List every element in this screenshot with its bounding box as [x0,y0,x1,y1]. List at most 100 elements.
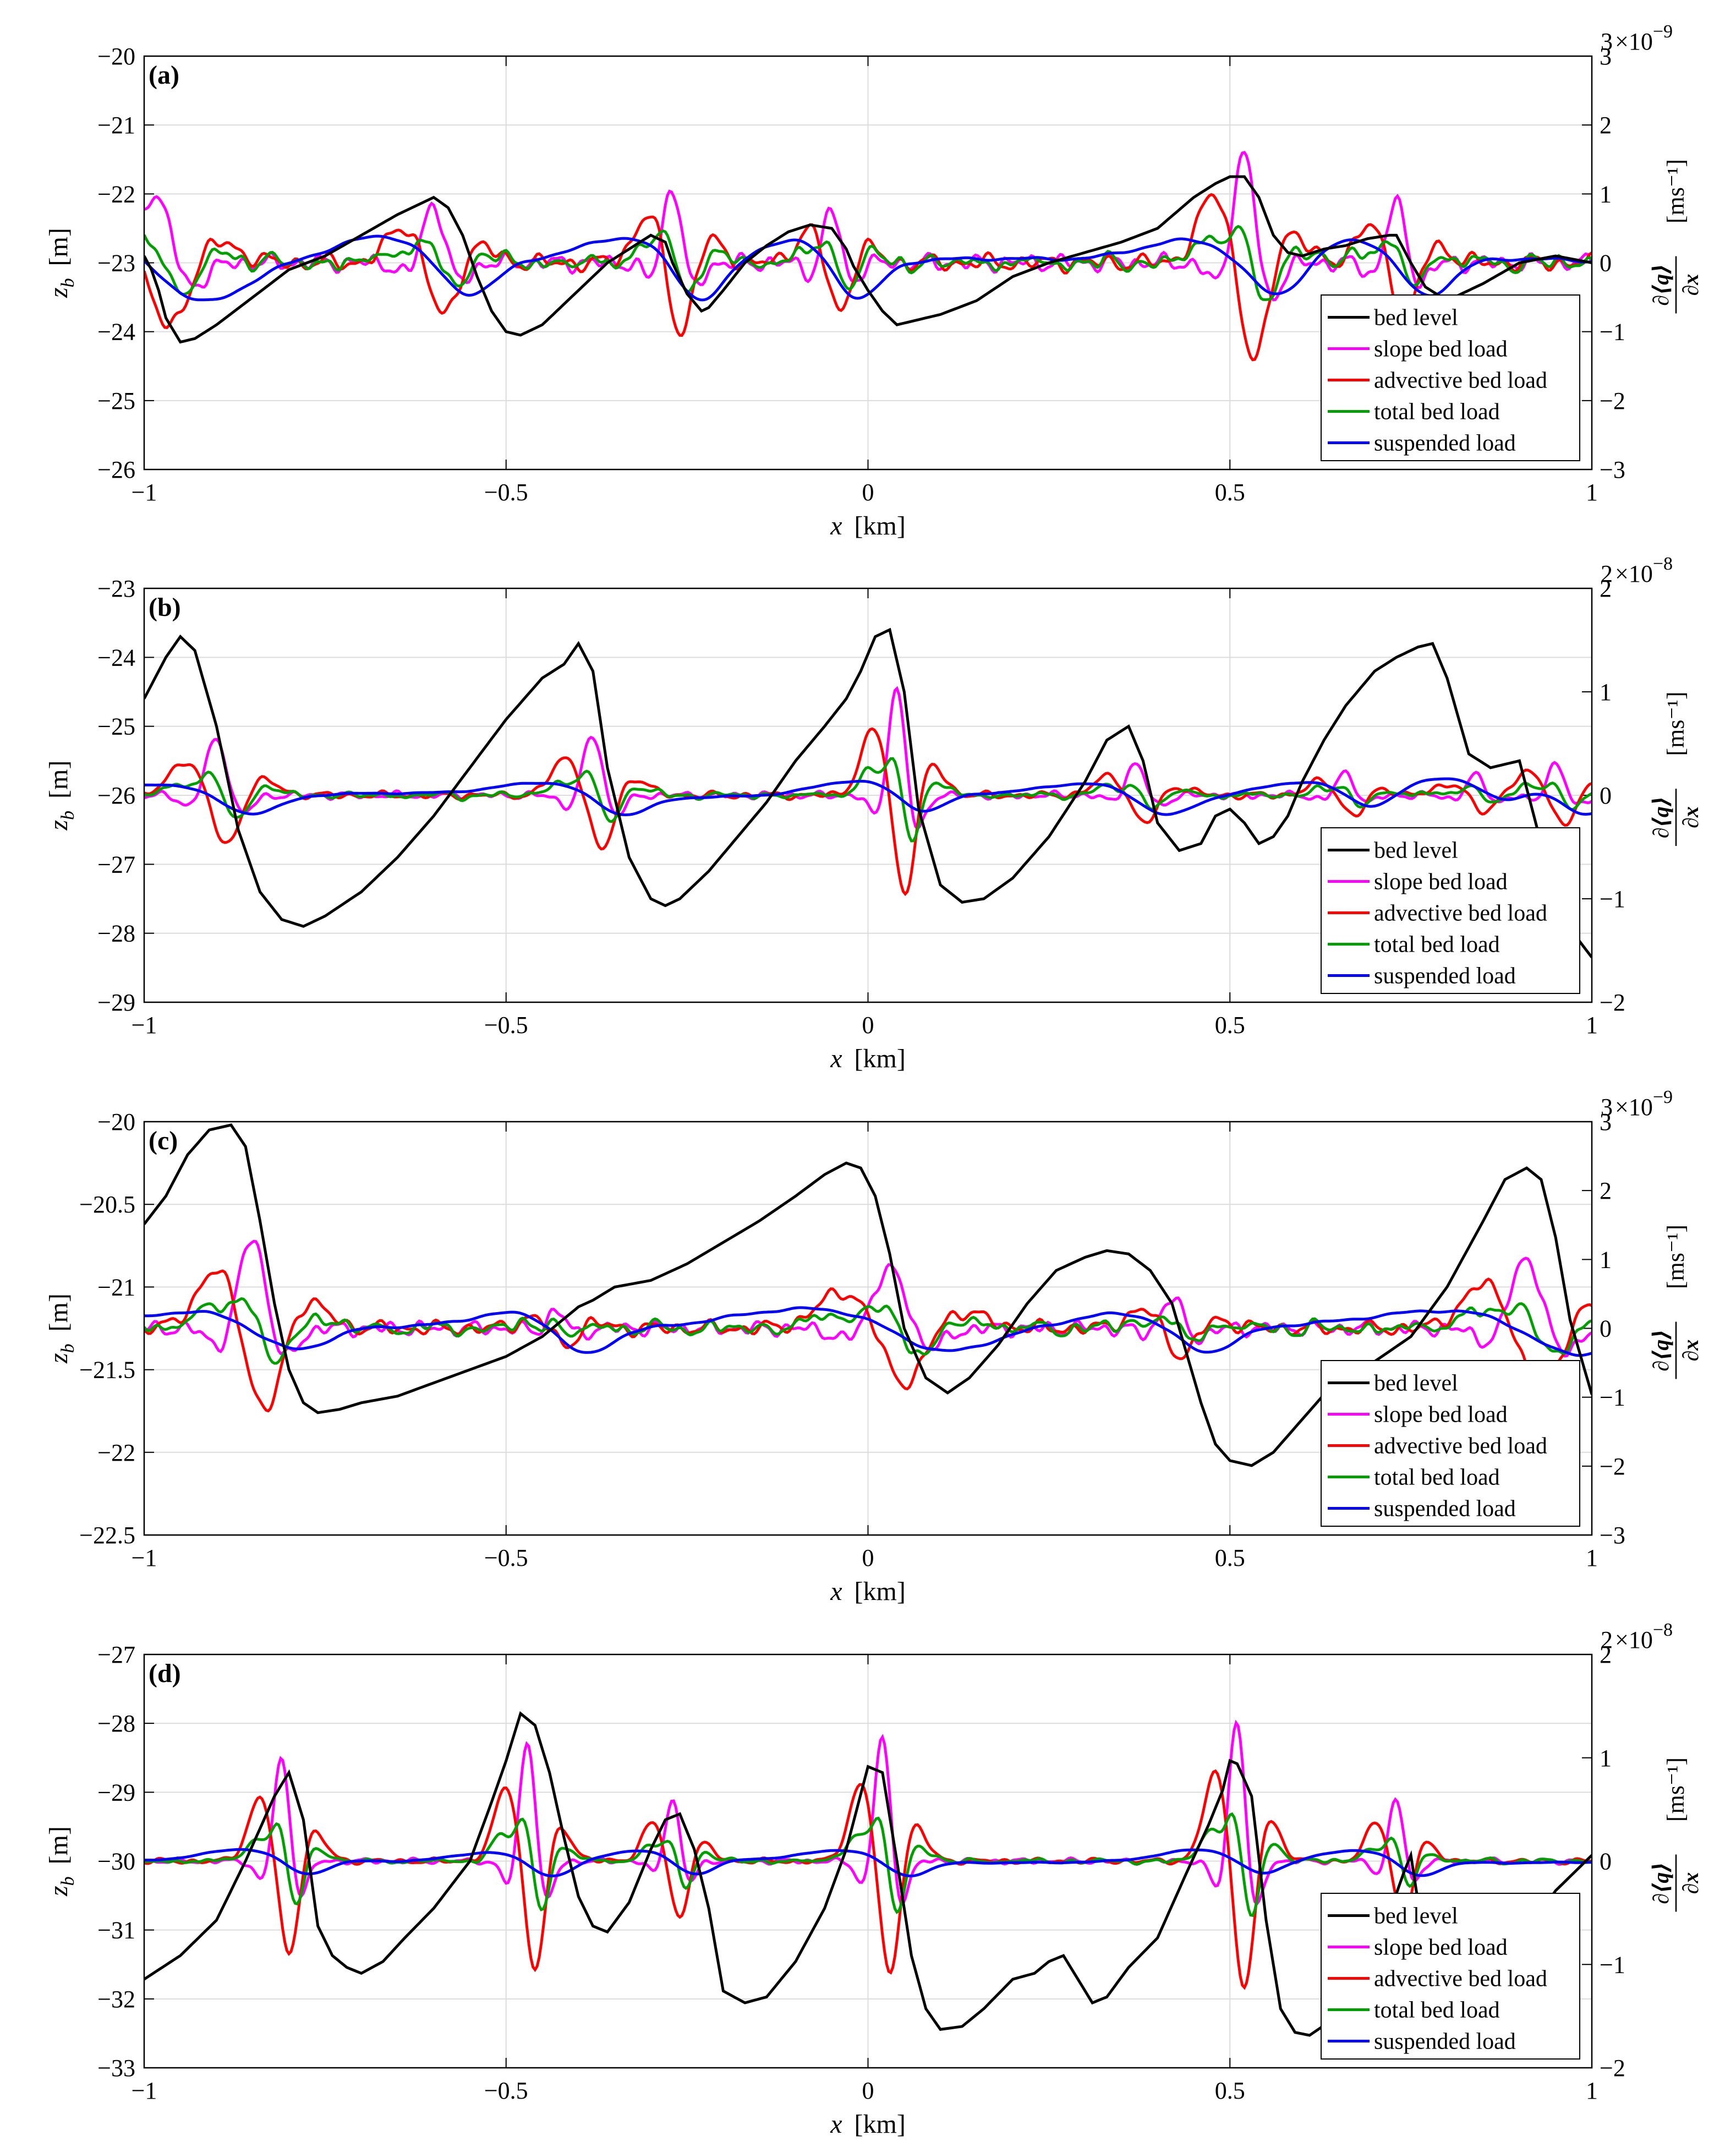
scale-exponent: −9 [1653,1087,1673,1107]
x-axis-unit: [km] [855,1044,906,1073]
y-axis-unit-right: [ms⁻¹] [1662,1757,1689,1822]
y-tick-label-right: 0 [1600,782,1612,809]
series-line-advective-bed-load [144,193,1592,362]
plot-frame [143,55,1593,471]
y-tick-label-right: 3 [1600,43,1612,70]
right-axis-scale-factor: 2×10−8 [1601,554,1673,587]
y-tick-label-left: −22 [97,1439,135,1466]
y-tick-label-right: 1 [1600,679,1612,706]
scale-base: ×10 [1615,28,1653,55]
x-tick-label: 0.5 [1215,2077,1245,2104]
fraction-denominator: ∂x [1678,1340,1703,1362]
y-tick-label-right: 2 [1600,575,1612,602]
x-axis-label: x [km] [830,1577,906,1606]
y-tick-label-right: 2 [1600,112,1612,139]
right-axis-scale-factor: 3×10−9 [1601,21,1673,55]
y-axis-label-right: ∂⟨q⟩ ∂x [ms⁻¹] [1649,159,1703,314]
y-tick-label-left: −20.5 [79,1191,135,1218]
legend: bed level slope bed load advective bed loa… [1321,827,1580,994]
series-line-suspended-load [144,1306,1592,1357]
fraction-numerator: ∂⟨q⟩ [1649,796,1673,838]
y-tick-label-right: 3 [1600,1108,1612,1135]
y-axis-unit: [m] [44,761,73,799]
y-tick-label-right: 0 [1600,1315,1612,1342]
fraction-numerator: ∂⟨q⟩ [1649,1862,1673,1904]
x-tick-label: 0 [862,479,874,506]
y-tick-label-left: −22 [97,181,135,207]
x-tick-label: −1 [132,479,157,506]
y-axis-label-right: ∂⟨q⟩ ∂x [ms⁻¹] [1649,1757,1703,1912]
y-axis-unit: [m] [44,228,73,266]
series-line-bed-level [144,627,1592,959]
legend-entry: total bed load [1374,400,1500,425]
legend: bed level slope bed load advective bed loa… [1321,294,1580,461]
x-tick-label: 1 [1586,1012,1598,1039]
scale-exponent: −9 [1653,21,1673,42]
y-tick-label-right: −2 [1600,387,1625,414]
y-tick-label-right: 1 [1600,181,1612,207]
y-tick-label-left: −31 [97,1917,135,1944]
y-tick-label-left: −23 [97,575,135,602]
x-axis-var: x [830,1577,842,1606]
y-tick-label-left: −30 [97,1848,135,1875]
panel-label: (d) [149,1659,181,1688]
x-tick-label: −1 [132,1012,157,1039]
y-axis-subscript: b [58,1343,78,1353]
y-axis-subscript: b [58,1876,78,1886]
legend-entry: suspended load [1374,431,1516,456]
legend-entry: total bed load [1374,1465,1500,1490]
y-tick-label-left: −28 [97,920,135,947]
y-tick-label-left: −20 [97,43,135,70]
y-tick-label-right: 2 [1600,1641,1612,1668]
x-axis-var: x [830,511,842,540]
legend-entry: bed level [1374,838,1458,864]
scale-exponent: −8 [1653,1620,1673,1640]
y-tick-label-left: −29 [97,989,135,1016]
legend-entry: advective bed load [1374,901,1547,926]
y-axis-var: z [44,1886,73,1897]
series-line-total-bed-load [144,757,1592,843]
y-axis-label-right: ∂⟨q⟩ ∂x [ms⁻¹] [1649,1225,1703,1379]
y-tick-label-left: −29 [97,1779,135,1806]
x-tick-label: 0 [862,1012,874,1039]
y-tick-label-right: 2 [1600,1177,1612,1204]
y-tick-label-right: −3 [1600,456,1625,483]
legend-box [1321,827,1580,994]
y-tick-label-left: −25 [97,387,135,414]
series-line-suspended-load [144,234,1592,302]
y-tick-label-left: −32 [97,1986,135,2013]
legend-entry: total bed load [1374,932,1500,958]
y-axis-unit: [m] [44,1293,73,1331]
y-axis-label-left: zb [m] [44,228,78,298]
chart-panel-4: −1 −0.5 0 0.5 1 −33 −32 −31 −30 −29 −28 −27 −2 −1 0 1 22… [44,1620,1703,2139]
legend-entry: advective bed load [1374,368,1547,394]
x-axis-label: x [km] [830,511,906,540]
y-axis-label-left: zb [m] [44,1293,78,1364]
y-axis-var: z [44,1353,73,1364]
y-tick-label-right: −1 [1600,1384,1625,1411]
legend-entry: bed level [1374,305,1458,331]
y-tick-label-left: −27 [97,851,135,878]
y-tick-label-right: −2 [1600,989,1625,1016]
x-tick-label: −0.5 [484,479,528,506]
x-tick-label: −0.5 [484,1012,528,1039]
y-tick-label-right: 1 [1600,1246,1612,1273]
series-group [144,627,1592,959]
x-axis-var: x [830,2110,842,2139]
legend-entry: suspended load [1374,1496,1516,1522]
scale-top-value: 3 [1601,1094,1613,1121]
x-axis-label: x [km] [830,2110,906,2139]
series-line-total-bed-load [144,225,1592,302]
x-tick-label: 0.5 [1215,1544,1245,1571]
y-tick-label-right: −1 [1600,886,1625,913]
chart-panel-3: −1 −0.5 0 0.5 1 −22.5 −22 −21.5 −21 −20.5 −20 −3 −2 −… [44,1087,1703,1606]
x-axis-unit: [km] [855,511,906,540]
y-axis-label-left: zb [m] [44,761,78,831]
scale-top-value: 2 [1601,560,1613,587]
series-line-slope-bed-load [144,151,1592,302]
legend-entry: slope bed load [1374,870,1508,895]
scale-top-value: 3 [1601,28,1613,55]
y-tick-label-left: −21 [97,1274,135,1301]
y-tick-label-left: −26 [97,456,135,483]
